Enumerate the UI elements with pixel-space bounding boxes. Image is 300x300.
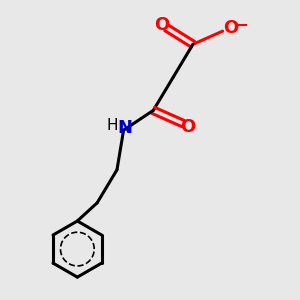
Text: −: − (234, 16, 248, 34)
Text: O: O (223, 19, 238, 37)
Text: H: H (106, 118, 118, 133)
Text: O: O (180, 118, 196, 136)
Text: O: O (154, 16, 169, 34)
Text: N: N (118, 118, 133, 136)
